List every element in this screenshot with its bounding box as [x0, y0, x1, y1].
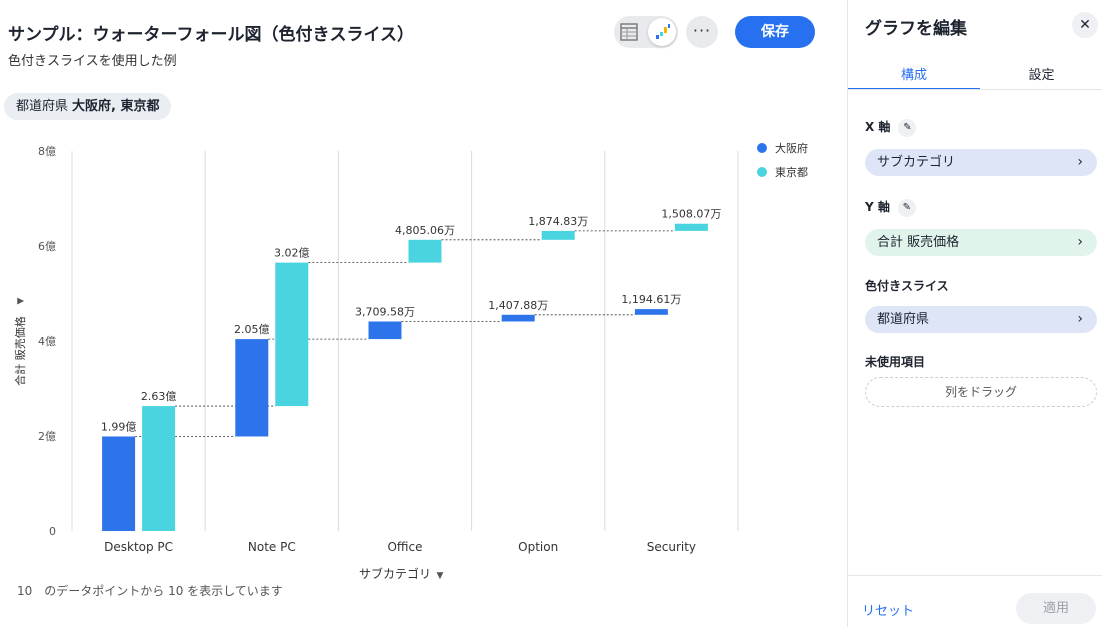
- unused-items-label: 未使用項目: [865, 355, 926, 369]
- chevron-down-icon: ▼: [437, 571, 444, 581]
- chart-view-button[interactable]: [648, 18, 676, 46]
- chevron-right-icon: ›: [1077, 234, 1083, 250]
- waterfall-bar: [674, 223, 708, 231]
- data-label: 1,508.07万: [661, 208, 721, 221]
- x-tick-label: Desktop PC: [104, 540, 173, 554]
- y-axis-field[interactable]: 合計 販売価格 ›: [865, 229, 1097, 256]
- color-slice-value: 都道府県: [877, 312, 930, 327]
- waterfall-bar: [368, 321, 402, 340]
- color-slice-field[interactable]: 都道府県 ›: [865, 306, 1097, 333]
- save-button[interactable]: 保存: [735, 16, 815, 48]
- data-label: 4,805.06万: [395, 224, 455, 237]
- legend-marker: [757, 167, 767, 177]
- color-slice-label: 色付きスライス: [865, 279, 949, 293]
- x-tick-label: Option: [518, 540, 558, 554]
- x-tick-label: Office: [387, 540, 422, 554]
- x-axis-field[interactable]: サブカテゴリ ›: [865, 149, 1097, 176]
- filter-label: 都道府県: [16, 99, 69, 114]
- waterfall-bar: [501, 314, 535, 322]
- waterfall-bar: [142, 406, 176, 531]
- chevron-right-icon: ›: [1077, 311, 1083, 327]
- data-label: 3,709.58万: [355, 305, 415, 318]
- data-label: 1.99億: [101, 420, 137, 433]
- data-label: 1,874.83万: [528, 215, 588, 228]
- chevron-down-icon: ▼: [16, 297, 26, 304]
- x-tick-label: Note PC: [248, 540, 296, 554]
- y-axis-label: Y 軸: [865, 200, 890, 214]
- chart-title: サンプル：ウォーターフォール図（色付きスライス）: [8, 25, 414, 45]
- data-point-count: 10 のデータポイントから 10 を表示しています: [17, 584, 283, 598]
- data-label: 1,407.88万: [488, 299, 548, 312]
- x-axis-section: X 軸 ✎: [865, 118, 917, 137]
- legend-marker: [757, 143, 767, 153]
- footer-divider: [848, 575, 1102, 576]
- close-icon[interactable]: ✕: [1072, 12, 1098, 38]
- panel-title: グラフを編集: [865, 19, 967, 39]
- apply-button[interactable]: 適用: [1016, 593, 1096, 624]
- data-label: 1,194.61万: [621, 293, 681, 306]
- column-drop-zone[interactable]: 列をドラッグ: [865, 377, 1097, 407]
- pencil-icon[interactable]: ✎: [898, 118, 917, 137]
- y-tick-label: 4億: [38, 335, 56, 348]
- x-tick-label: Security: [647, 540, 696, 554]
- y-axis-section: Y 軸 ✎: [865, 198, 916, 217]
- waterfall-bar: [634, 309, 668, 315]
- y-tick-label: 2億: [38, 430, 56, 443]
- chart-area: サンプル：ウォーターフォール図（色付きスライス） 色付きスライスを使用した例 ·…: [4, 16, 815, 598]
- legend-label: 大阪府: [775, 141, 808, 155]
- tab-divider: [848, 89, 1102, 90]
- edit-panel: グラフを編集 ✕ 構成 設定 X 軸 ✎ サブカテゴリ › Y 軸 ✎ 合計 販売価…: [847, 0, 1102, 627]
- chevron-right-icon: ›: [1077, 154, 1083, 170]
- legend-label: 東京都: [775, 165, 808, 179]
- waterfall-bar: [541, 230, 575, 240]
- chart-subtitle: 色付きスライスを使用した例: [8, 54, 177, 69]
- tab-composition[interactable]: 構成: [848, 64, 980, 90]
- waterfall-bar: [102, 436, 136, 531]
- waterfall-bar: [235, 339, 269, 437]
- y-axis-title: 合計 販売価格: [13, 316, 27, 386]
- x-axis-value: サブカテゴリ: [877, 155, 956, 170]
- x-axis-label: X 軸: [865, 120, 891, 134]
- waterfall-bar: [408, 239, 442, 263]
- data-label: 2.05億: [234, 323, 270, 336]
- y-tick-label: 0: [49, 525, 56, 538]
- filter-value: 大阪府, 東京都: [72, 99, 160, 114]
- x-axis-title: サブカテゴリ: [359, 566, 431, 581]
- waterfall-bar: [275, 262, 309, 407]
- table-view-icon[interactable]: [620, 23, 638, 41]
- more-options-button[interactable]: ···: [686, 16, 718, 48]
- data-label: 2.63億: [141, 390, 177, 403]
- y-tick-label: 6億: [38, 240, 56, 253]
- filter-chip[interactable]: 都道府県 大阪府, 東京都: [4, 93, 172, 120]
- view-toggle[interactable]: [614, 16, 678, 48]
- chart-view-icon: [656, 24, 670, 39]
- tab-settings[interactable]: 設定: [980, 64, 1102, 90]
- pencil-icon[interactable]: ✎: [897, 198, 916, 217]
- y-axis-value: 合計 販売価格: [877, 235, 960, 250]
- reset-button[interactable]: リセット: [862, 604, 915, 619]
- data-label: 3.02億: [274, 247, 310, 260]
- y-tick-label: 8億: [38, 145, 56, 158]
